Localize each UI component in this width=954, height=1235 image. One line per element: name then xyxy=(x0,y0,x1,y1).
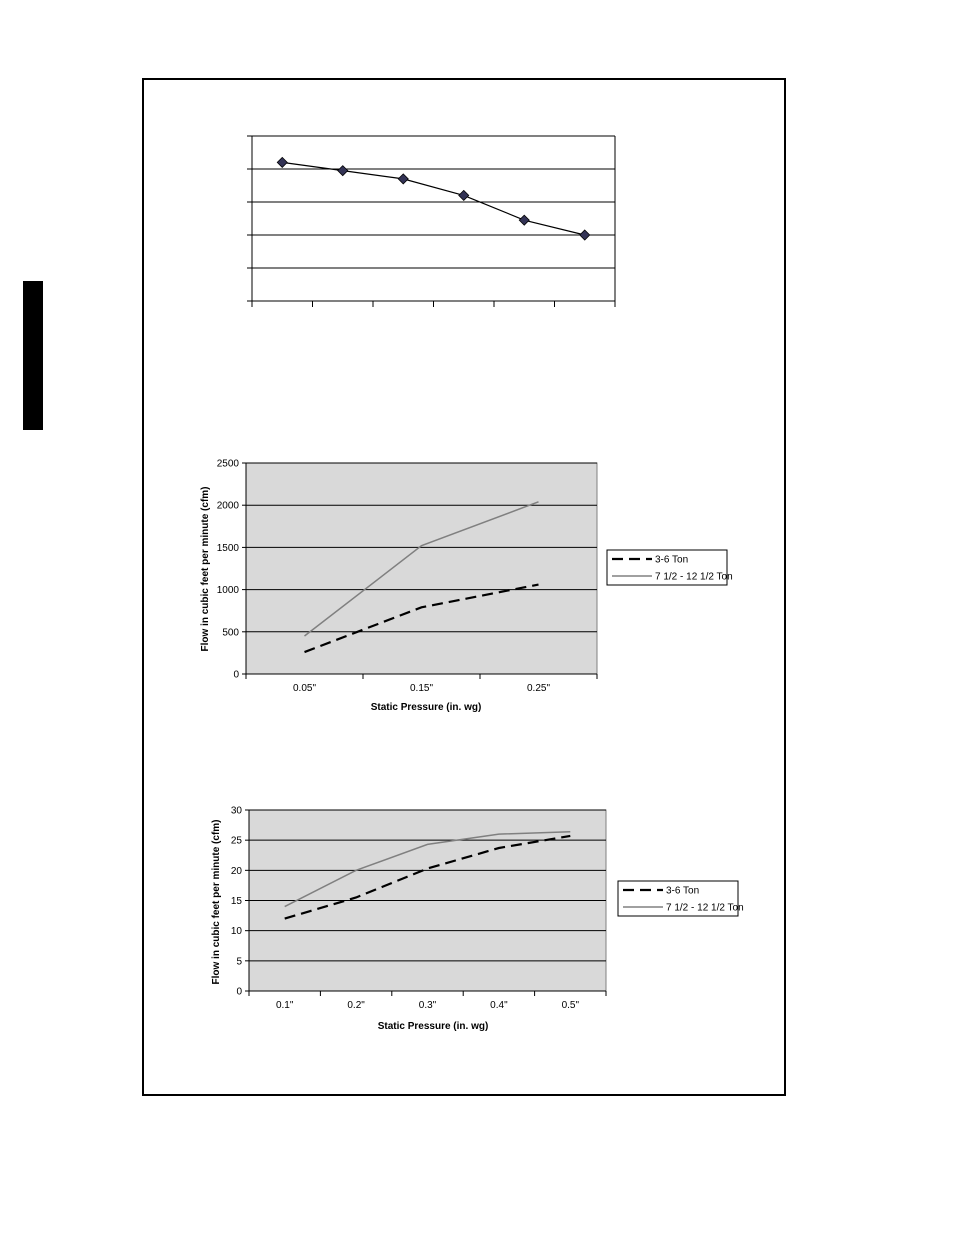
chart-3-legend xyxy=(617,880,739,917)
chart-3-y-tick-label: 30 xyxy=(231,806,243,817)
chart-3-legend-label: 3-6 Ton xyxy=(666,886,699,897)
page-frame xyxy=(142,78,786,1096)
chart-3-y-tick-label: 25 xyxy=(231,836,243,847)
chart-1-point xyxy=(458,189,470,201)
chart-2-legend xyxy=(606,549,728,586)
chart-1-point xyxy=(579,229,591,241)
chart-2-legend-label: 7 1/2 - 12 1/2 Ton xyxy=(655,572,733,583)
chart-2-y-tick-label: 1000 xyxy=(217,585,240,596)
chart-2-series-2-line xyxy=(304,501,539,637)
chart-3-x-tick-label: 0.2" xyxy=(347,1000,365,1011)
chart-3-xlabel: Static Pressure (in. wg) xyxy=(378,1021,489,1032)
chart-2-y-tick-label: 500 xyxy=(222,627,239,638)
chart-3-y-tick-label: 0 xyxy=(236,987,242,998)
chart-1-point xyxy=(276,156,288,168)
chart-2-y-tick-label: 1500 xyxy=(217,543,240,554)
chart-3-legend-label: 7 1/2 - 12 1/2 Ton xyxy=(666,903,744,914)
chart-3-x-tick-label: 0.1" xyxy=(276,1000,294,1011)
chart-3-y-tick-label: 10 xyxy=(231,926,243,937)
chart-3-x-tick-label: 0.4" xyxy=(490,1000,508,1011)
chart-3-y-tick-label: 20 xyxy=(231,866,243,877)
chart-1-point xyxy=(337,165,349,177)
chart-1-series-line xyxy=(282,161,585,236)
chart-3-ylabel: Flow in cubic feet per minute (cfm) xyxy=(211,819,222,984)
chart-3-series-2-line xyxy=(284,830,571,908)
chart-2-y-tick-label: 2500 xyxy=(217,459,240,470)
chart-3-x-tick-label: 0.5" xyxy=(562,1000,580,1011)
chart-2-y-tick-label: 2000 xyxy=(217,501,240,512)
chart-3-y-tick-label: 5 xyxy=(236,956,242,967)
chart-2-legend-label: 3-6 Ton xyxy=(655,555,688,566)
chart-2-x-tick-label: 0.05" xyxy=(293,683,316,694)
chart-3-y-tick-label: 15 xyxy=(231,896,243,907)
chart-2-y-tick-label: 0 xyxy=(233,670,239,681)
chart-1-point xyxy=(518,214,530,226)
chart-1-point xyxy=(397,173,409,185)
chart-2-ylabel: Flow in cubic feet per minute (cfm) xyxy=(200,486,211,651)
chart-3-x-tick-label: 0.3" xyxy=(419,1000,437,1011)
chart-2-x-tick-label: 0.25" xyxy=(527,683,550,694)
chart-2-series-1-line xyxy=(304,583,539,654)
chart-2-xlabel: Static Pressure (in. wg) xyxy=(371,702,482,713)
chart-2-x-tick-label: 0.15" xyxy=(410,683,433,694)
side-tab-marker xyxy=(23,281,43,430)
